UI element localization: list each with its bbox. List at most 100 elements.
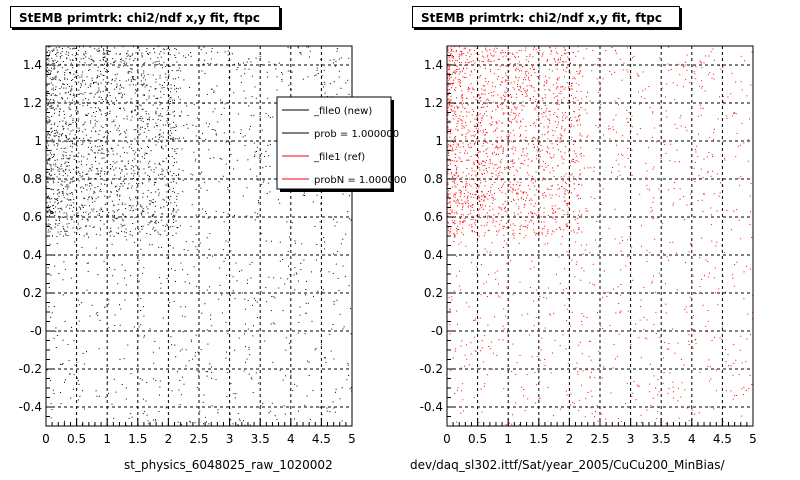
scatter-point: [51, 107, 53, 109]
scatter-point: [483, 253, 485, 255]
scatter-point: [244, 298, 246, 300]
scatter-point: [92, 127, 94, 129]
scatter-point: [575, 120, 577, 122]
scatter-point: [107, 154, 109, 156]
scatter-point: [94, 152, 96, 154]
scatter-point: [566, 223, 568, 225]
scatter-point: [53, 60, 54, 62]
scatter-point: [118, 188, 120, 190]
scatter-point: [96, 139, 98, 141]
scatter-point: [99, 149, 101, 151]
scatter-point: [63, 151, 65, 153]
scatter-point: [521, 191, 523, 193]
scatter-point: [569, 288, 571, 290]
scatter-point: [91, 150, 93, 152]
scatter-point: [483, 283, 485, 285]
scatter-point: [93, 82, 94, 84]
scatter-point: [159, 129, 161, 131]
scatter-point: [162, 148, 164, 150]
scatter-point: [447, 171, 449, 173]
scatter-point: [527, 224, 529, 226]
scatter-point: [700, 61, 702, 63]
scatter-point: [175, 153, 177, 154]
scatter-point: [153, 169, 155, 171]
x-tick-label: 3.5: [251, 432, 270, 446]
scatter-point: [701, 80, 703, 82]
scatter-point: [570, 393, 572, 395]
scatter-point: [457, 324, 458, 325]
scatter-point: [618, 98, 620, 99]
scatter-point: [89, 168, 91, 170]
scatter-point: [713, 132, 715, 134]
scatter-point: [546, 108, 548, 110]
scatter-point: [146, 99, 148, 101]
scatter-point: [155, 81, 157, 83]
scatter-point: [568, 86, 570, 88]
scatter-point: [580, 244, 582, 246]
scatter-point: [551, 157, 552, 159]
scatter-point: [570, 117, 572, 119]
scatter-point: [458, 46, 460, 48]
scatter-point: [673, 397, 674, 399]
scatter-point: [140, 126, 142, 128]
scatter-point: [162, 198, 164, 200]
scatter-point: [158, 347, 160, 349]
scatter-point: [155, 78, 157, 80]
scatter-point: [509, 189, 511, 191]
scatter-point: [668, 388, 670, 389]
scatter-point: [55, 108, 57, 110]
scatter-point: [167, 109, 169, 111]
scatter-point: [536, 158, 538, 160]
scatter-point: [294, 383, 296, 385]
scatter-points: [447, 46, 754, 427]
scatter-point: [165, 407, 167, 409]
scatter-point: [174, 201, 176, 203]
scatter-point: [468, 205, 470, 207]
scatter-point: [447, 90, 448, 92]
scatter-point: [85, 114, 86, 116]
scatter-point: [192, 241, 194, 243]
scatter-point: [71, 326, 72, 328]
scatter-point: [122, 218, 124, 220]
scatter-point: [719, 337, 721, 339]
scatter-point: [481, 118, 483, 120]
scatter-point: [62, 125, 64, 127]
scatter-point: [551, 194, 553, 196]
scatter-point: [621, 153, 623, 155]
scatter-point: [130, 55, 132, 57]
scatter-point: [135, 84, 137, 86]
scatter-point: [574, 141, 576, 143]
scatter-point: [143, 267, 145, 269]
scatter-point: [195, 158, 197, 160]
scatter-point: [314, 349, 316, 351]
scatter-point: [682, 86, 684, 88]
scatter-point: [523, 88, 525, 90]
scatter-point: [525, 192, 527, 194]
scatter-point: [133, 46, 134, 48]
scatter-point: [698, 412, 700, 414]
scatter-point: [194, 422, 196, 424]
scatter-point: [638, 75, 640, 77]
scatter-point: [270, 323, 272, 325]
scatter-point: [159, 386, 161, 388]
scatter-point: [735, 156, 737, 158]
scatter-point: [98, 395, 100, 397]
scatter-point: [508, 219, 510, 221]
scatter-point: [53, 164, 55, 166]
scatter-point: [127, 54, 129, 56]
scatter-point: [515, 97, 517, 98]
scatter-point: [53, 100, 55, 102]
scatter-point: [722, 185, 724, 187]
scatter-point: [195, 126, 197, 127]
scatter-point: [621, 236, 623, 238]
scatter-point: [288, 343, 290, 345]
scatter-point: [515, 77, 517, 79]
scatter-point: [602, 78, 604, 80]
scatter-point: [128, 79, 129, 81]
scatter-point: [87, 173, 89, 175]
scatter-point: [209, 233, 211, 235]
scatter-point: [536, 384, 538, 386]
scatter-point: [527, 153, 529, 155]
scatter-point: [453, 46, 455, 48]
scatter-point: [168, 219, 170, 221]
